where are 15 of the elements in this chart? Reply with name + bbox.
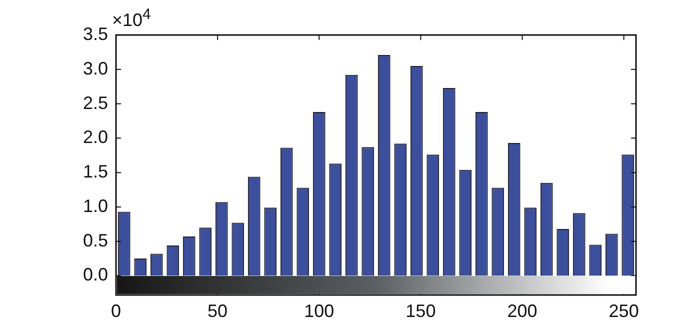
x-tick-label: 250	[608, 300, 639, 321]
x-tick-label: 100	[304, 300, 334, 321]
x-tick-label: 150	[406, 300, 436, 321]
y-tick-label: 0.5	[82, 230, 108, 250]
y-tick-label: 2.0	[82, 127, 108, 148]
y-tick-label: 1.0	[82, 196, 108, 216]
x-tick-label: 0	[110, 300, 122, 321]
y-tick-label: 2.5	[82, 92, 108, 113]
x-tick-label: 50	[208, 300, 228, 321]
y-tick-label: 3.0	[82, 58, 108, 78]
y-tick-label: 3.5	[82, 24, 108, 44]
text: ×10$^{4}$	[112, 6, 151, 31]
y-tick-label: 1.5	[82, 162, 108, 182]
x-tick-label: 200	[507, 300, 538, 321]
y-tick-label: 0.0	[82, 264, 108, 285]
